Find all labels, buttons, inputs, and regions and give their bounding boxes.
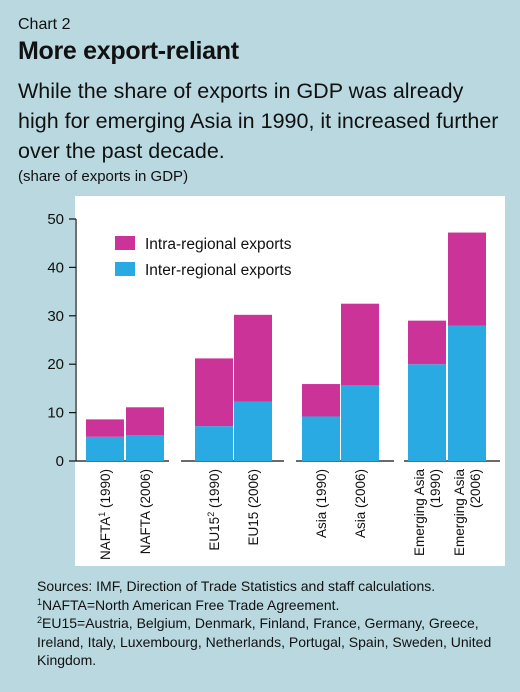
bar-intra-regional bbox=[302, 384, 340, 417]
x-axis-labels: NAFTA1 (1990) NAFTA (2006) EU152 (1990) EU1… bbox=[97, 469, 483, 561]
footnote-2-mark: 2 bbox=[37, 615, 43, 625]
bar-inter-regional bbox=[408, 364, 446, 461]
sources-note: Sources: IMF, Direction of Trade Statist… bbox=[37, 578, 436, 594]
chart-label: Chart 2 bbox=[18, 16, 71, 33]
units-label: (share of exports in GDP) bbox=[18, 168, 189, 185]
legend-label: Inter-regional exports bbox=[145, 262, 292, 279]
bar-inter-regional bbox=[195, 426, 233, 461]
x-category-label: Asia (1990) bbox=[314, 469, 329, 538]
bar-inter-regional bbox=[126, 435, 164, 461]
footnotes: Sources: IMF, Direction of Trade Statist… bbox=[37, 577, 507, 670]
bar-inter-regional bbox=[448, 325, 486, 461]
legend-swatch bbox=[115, 236, 135, 250]
footnote-2-text: EU15=Austria, Belgium, Denmark, Finland,… bbox=[37, 615, 492, 668]
x-category-label: EU15 (2006) bbox=[246, 469, 261, 546]
y-tick-label: 10 bbox=[47, 405, 64, 422]
bar-intra-regional bbox=[448, 232, 486, 326]
x-category-text: EU152 (1990) bbox=[206, 469, 222, 551]
y-tick-label: 0 bbox=[56, 453, 64, 470]
x-category-label: EU152 (1990) bbox=[206, 469, 222, 551]
x-category-label: Emerging Asia (2006) bbox=[452, 469, 483, 557]
chart-subtitle: While the share of exports in GDP was al… bbox=[18, 79, 499, 163]
y-tick-label: 40 bbox=[47, 259, 64, 276]
footnote-1-text: NAFTA=North American Free Trade Agreemen… bbox=[42, 596, 340, 613]
x-category-text: EU15 (2006) bbox=[246, 469, 261, 546]
x-category-text: Asia (1990) bbox=[314, 469, 329, 538]
bars bbox=[86, 232, 486, 461]
x-category-text: NAFTA (2006) bbox=[138, 469, 153, 554]
bar-inter-regional bbox=[302, 416, 340, 461]
x-category-text: (2006) bbox=[468, 469, 483, 508]
legend: Intra-regional exports Inter-regional exp… bbox=[115, 236, 292, 279]
y-tick-label: 20 bbox=[47, 356, 64, 373]
x-category-text: NAFTA1 (1990) bbox=[97, 469, 113, 560]
x-category-text: Emerging Asia bbox=[412, 469, 427, 557]
bar-inter-regional bbox=[234, 401, 272, 461]
x-category-label: Asia (2006) bbox=[353, 469, 368, 538]
x-category-text: Asia (2006) bbox=[353, 469, 368, 538]
bar-intra-regional bbox=[86, 419, 124, 437]
x-category-text: (1990) bbox=[428, 469, 443, 508]
x-category-text: Emerging Asia bbox=[452, 469, 467, 557]
bar-intra-regional bbox=[195, 358, 233, 427]
bar-intra-regional bbox=[126, 407, 164, 436]
bar-intra-regional bbox=[341, 303, 379, 386]
bar-inter-regional bbox=[86, 436, 124, 461]
legend-swatch bbox=[115, 262, 135, 276]
y-tick-label: 50 bbox=[47, 211, 64, 228]
bar-intra-regional bbox=[234, 314, 272, 402]
bar-inter-regional bbox=[341, 385, 379, 461]
x-category-label: NAFTA (2006) bbox=[138, 469, 153, 554]
footnote-1: 1NAFTA=North American Free Trade Agreeme… bbox=[37, 596, 507, 615]
bar-intra-regional bbox=[408, 320, 446, 365]
chart-title: More export-reliant bbox=[18, 37, 239, 65]
y-tick-label: 30 bbox=[47, 308, 64, 325]
x-category-label: Emerging Asia (1990) bbox=[412, 469, 443, 557]
footnote-2: 2EU15=Austria, Belgium, Denmark, Finland… bbox=[37, 614, 507, 670]
legend-label: Intra-regional exports bbox=[145, 236, 292, 253]
footnote-1-mark: 1 bbox=[37, 596, 43, 607]
x-category-label: NAFTA1 (1990) bbox=[97, 469, 113, 560]
